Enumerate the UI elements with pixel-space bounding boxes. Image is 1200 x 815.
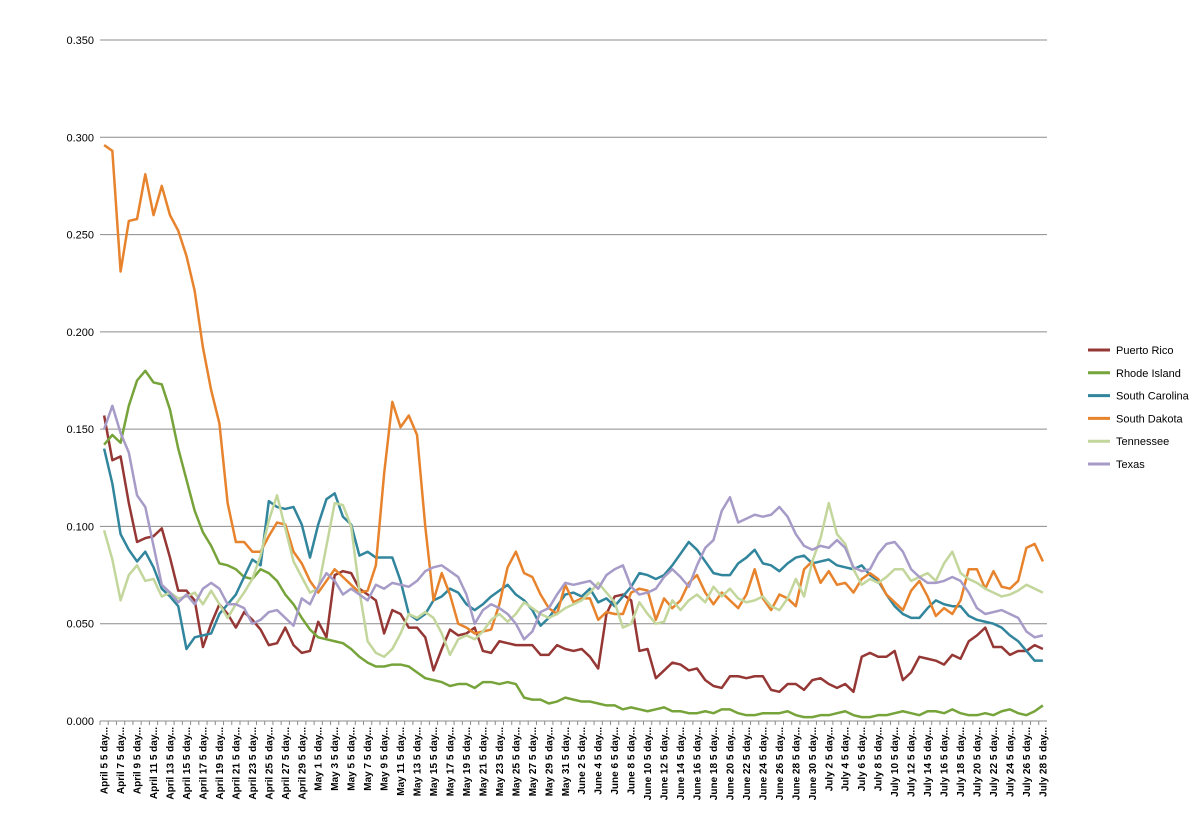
x-tick-label: July 10 5 day...	[890, 727, 901, 797]
x-tick-label: May 15 5 day...	[429, 727, 440, 797]
x-tick-label: July 22 5 day...	[989, 727, 1000, 797]
x-tick-label: June 28 5 day...	[791, 727, 802, 800]
y-tick-label: 0.050	[66, 619, 94, 631]
x-tick-label: July 20 5 day...	[973, 727, 984, 797]
x-tick-label: May 23 5 day...	[495, 727, 506, 797]
legend-label: Texas	[1116, 459, 1145, 471]
x-tick-label: May 27 5 day...	[528, 727, 539, 797]
x-tick-label: April 23 5 day...	[248, 727, 259, 800]
x-tick-label: June 18 5 day...	[709, 727, 720, 800]
x-tick-label: June 26 5 day...	[775, 727, 786, 800]
x-tick-label: July 14 5 day...	[923, 727, 934, 797]
x-tick-label: May 29 5 day...	[544, 727, 555, 797]
x-tick-label: May 11 5 day...	[396, 727, 407, 796]
y-tick-label: 0.350	[66, 35, 94, 47]
x-tick-label: June 16 5 day...	[693, 727, 704, 800]
x-tick-label: May 31 5 day...	[561, 727, 572, 797]
series-line	[102, 448, 1043, 662]
y-tick-label: 0.000	[66, 716, 94, 728]
legend-label: Tennessee	[1116, 436, 1169, 448]
x-tick-label: April 17 5 day...	[198, 727, 209, 800]
x-tick-label: May 1 5 day...	[314, 727, 325, 791]
x-tick-label: May 13 5 day...	[413, 727, 424, 797]
y-tick-label: 0.250	[66, 230, 94, 242]
x-tick-label: April 11 5 day...	[149, 727, 160, 799]
x-tick-label: July 26 5 day...	[1022, 727, 1033, 797]
series-line	[102, 404, 1044, 641]
x-tick-label: April 9 5 day...	[133, 727, 144, 794]
x-tick-label: July 12 5 day...	[907, 727, 918, 797]
x-tick-label: July 28 5 day...	[1038, 727, 1049, 797]
x-tick-label: April 7 5 day...	[116, 727, 127, 794]
legend-label: Puerto Rico	[1116, 345, 1173, 357]
x-tick-label: May 9 5 day...	[380, 727, 391, 791]
legend-label: Rhode Island	[1116, 368, 1181, 380]
x-tick-label: June 14 5 day...	[676, 727, 687, 800]
x-tick-label: July 18 5 day...	[956, 727, 967, 797]
series-line	[103, 144, 1045, 635]
x-tick-label: June 22 5 day...	[742, 727, 753, 800]
x-tick-label: May 19 5 day...	[462, 727, 473, 797]
x-tick-label: April 25 5 day...	[264, 727, 275, 800]
x-tick-label: April 13 5 day...	[165, 727, 176, 800]
x-tick-label: April 5 5 day...	[100, 727, 111, 794]
x-tick-label: April 19 5 day...	[215, 727, 226, 800]
x-tick-label: June 10 5 day...	[643, 727, 654, 800]
y-tick-label: 0.200	[66, 327, 94, 339]
x-tick-label: April 29 5 day...	[297, 727, 308, 800]
x-tick-label: May 3 5 day...	[330, 727, 341, 791]
x-tick-label: June 4 5 day...	[594, 727, 605, 795]
x-tick-label: May 25 5 day...	[511, 727, 522, 797]
x-tick-label: June 6 5 day...	[610, 727, 621, 795]
x-tick-label: June 2 5 day...	[577, 727, 588, 795]
x-tick-label: July 8 5 day...	[874, 727, 885, 792]
x-tick-label: July 4 5 day...	[841, 727, 852, 792]
series-line	[102, 494, 1044, 659]
x-tick-label: July 2 5 day...	[824, 727, 835, 792]
x-tick-label: May 5 5 day...	[347, 727, 358, 791]
legend-label: South Carolina	[1116, 391, 1190, 403]
x-tick-label: May 7 5 day...	[363, 727, 374, 791]
x-tick-label: May 21 5 day...	[478, 727, 489, 797]
x-tick-label: July 16 5 day...	[940, 727, 951, 797]
x-tick-label: June 30 5 day...	[808, 727, 819, 800]
legend-label: South Dakota	[1116, 413, 1184, 425]
x-tick-label: June 12 5 day...	[660, 727, 671, 800]
x-tick-label: June 24 5 day...	[758, 727, 769, 800]
y-tick-label: 0.150	[66, 424, 94, 436]
x-tick-label: May 17 5 day...	[445, 727, 456, 797]
x-tick-label: April 27 5 day...	[281, 727, 292, 800]
series-line	[102, 415, 1044, 694]
x-tick-label: July 24 5 day...	[1005, 727, 1016, 797]
y-tick-label: 0.300	[66, 132, 94, 144]
x-tick-label: April 21 5 day...	[231, 727, 242, 800]
x-tick-label: June 20 5 day...	[725, 727, 736, 800]
x-tick-label: July 6 5 day...	[857, 727, 868, 792]
y-tick-label: 0.100	[66, 521, 94, 533]
x-tick-label: June 8 5 day...	[627, 727, 638, 795]
x-tick-label: April 15 5 day...	[182, 727, 193, 800]
series-line	[103, 369, 1044, 719]
